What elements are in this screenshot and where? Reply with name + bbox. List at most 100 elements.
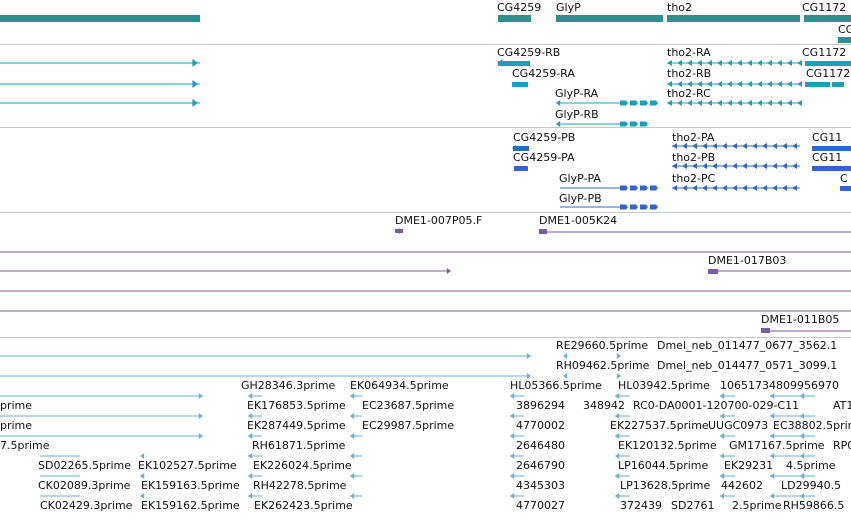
feature-label[interactable]: Dmel_neb_011477_0677_3562.1 [657,339,838,352]
strand-arrow [563,373,568,379]
feature-label[interactable]: CG11 [812,151,843,164]
feature-label[interactable]: EK120132.5prime [618,439,717,452]
feature-label[interactable]: GlyP-PB [559,192,602,205]
feature-label[interactable]: RC0-DA0001-120700-029-C11 [633,399,800,412]
feature-label[interactable]: RH09462.5prime [556,359,650,372]
exon-chevron [797,100,802,106]
feature-label[interactable]: CG [838,23,851,36]
feature-label[interactable]: AT1 [833,399,851,412]
feature-label[interactable]: EK176853.5prime [247,399,346,412]
feature-label[interactable]: EK262423.5prime [254,499,353,512]
exon-chevron [712,163,717,169]
exon-block [620,204,628,210]
gene-bar [804,15,851,22]
feature-label[interactable]: SD02265.5prime [38,459,131,472]
feature-label[interactable]: RE29660.5prime [556,339,649,352]
exon-chevron [732,143,737,149]
feature-label[interactable]: tho2-RB [667,67,712,80]
feature-label[interactable]: 442602 [721,479,763,492]
feature-label[interactable]: 4770027 [516,499,565,512]
feature-label[interactable]: HL03942.5prime [618,379,710,392]
feature-label[interactable]: CG4259-PA [513,151,575,164]
feature-label[interactable]: UUGC0973 [708,419,769,432]
feature-label[interactable]: 2646790 [516,459,565,472]
feature-label[interactable]: 2646480 [516,439,565,452]
feature-label[interactable]: DME1-017B03 [708,254,787,267]
feature-label[interactable]: CG1172 [806,67,851,80]
feature-label[interactable]: 10651734809956970 [720,379,839,392]
feature-label[interactable]: EC29987.5prime [362,419,455,432]
feature-label[interactable]: CK02429.3prime [40,499,133,512]
feature-label[interactable]: tho2-PC [672,172,716,185]
feature-label[interactable]: tho2-PB [672,151,716,164]
feature-label[interactable]: tho2 [667,1,693,14]
strand-arrow [198,433,203,439]
feature-label[interactable]: EC38802.5prime [773,419,851,432]
feature-label[interactable]: tho2-RA [667,46,711,59]
feature-label[interactable]: DME1-007P05.F [395,214,483,227]
feature-label[interactable]: EK159163.5prime [141,479,240,492]
feature-label[interactable]: RH61871.5prime [252,439,346,452]
feature-label[interactable]: SD2761 [671,499,715,512]
feature-label[interactable]: LP13628.5prime [620,479,711,492]
exon-block [630,204,638,210]
feature-label[interactable]: CG1172 [802,1,847,14]
feature-label[interactable]: CG4259-RA [512,67,575,80]
feature-label[interactable]: HL05366.5prime [510,379,602,392]
feature-label[interactable]: 2.5prime [732,499,782,512]
feature-label[interactable]: prime [0,419,33,432]
feature-label[interactable]: EK29231 [724,459,774,472]
feature-label[interactable]: 7.5prime [0,439,50,452]
feature-label[interactable]: EK227537.5prime [610,419,709,432]
feature-label[interactable]: EK226024.5prime [253,459,352,472]
feature-label[interactable]: EK287449.5prime [247,419,346,432]
feature-label[interactable]: CG1172 [802,46,847,59]
feature-label[interactable]: 3896294 [516,399,565,412]
feature-label[interactable]: EK102527.5prime [138,459,237,472]
feature-label[interactable]: GH28346.3prime [241,379,336,392]
exon-block [640,121,648,127]
feature-label[interactable]: tho2-PA [672,131,715,144]
feature-label[interactable]: CG4259-PB [513,131,576,144]
feature-label[interactable]: 348942 [583,399,625,412]
feature-label[interactable]: 372439 [620,499,662,512]
feature-label[interactable]: EK064934.5prime [350,379,449,392]
feature-label[interactable]: C [840,172,848,185]
strand-arrow [720,413,725,419]
feature-label[interactable]: GlyP-PA [559,172,601,185]
feature-label[interactable]: CK02089.3prime [38,479,131,492]
feature-label[interactable]: RH59866.5 [783,499,845,512]
feature-label[interactable]: tho2-RC [667,87,711,100]
strand-arrow [720,393,725,399]
feature-label[interactable]: GlyP [556,1,581,14]
exon-block [630,185,638,191]
feature-label[interactable]: CG4259 [497,1,542,14]
feature-label[interactable]: Dmel_neb_014477_0571_3099.1 [657,359,838,372]
exon-chevron [797,60,802,66]
exon-block [650,204,658,210]
feature-label[interactable]: CG4259-RB [497,46,561,59]
gene-bar [838,37,851,43]
feature-label[interactable]: LD29940.5 [781,479,842,492]
feature-label[interactable]: prime [0,399,33,412]
feature-label[interactable]: 4345303 [516,479,565,492]
feature-label[interactable]: EK159162.5prime [141,499,240,512]
strand-arrow [770,393,775,399]
feature-label[interactable]: GM17167.5prime [729,439,825,452]
feature-label[interactable]: 4.5prime [786,459,836,472]
feature-label[interactable]: GlyP-RB [555,108,599,121]
feature-label[interactable]: RP0 [833,439,851,452]
exon-chevron [757,60,762,66]
feature-bar [812,166,851,171]
feature-label[interactable]: LP16044.5prime [618,459,709,472]
feature-label[interactable]: DME1-005K24 [539,214,618,227]
feature-bar [512,82,528,87]
exon-chevron [702,163,707,169]
feature-label[interactable]: 4770002 [516,419,565,432]
exon-chevron [687,81,692,87]
feature-label[interactable]: GlyP-RA [555,87,599,100]
feature-label[interactable]: DME1-011B05 [761,313,840,326]
feature-label[interactable]: RH42278.5prime [253,479,347,492]
feature-label[interactable]: CG11 [812,131,843,144]
feature-label[interactable]: EC23687.5prime [362,399,455,412]
